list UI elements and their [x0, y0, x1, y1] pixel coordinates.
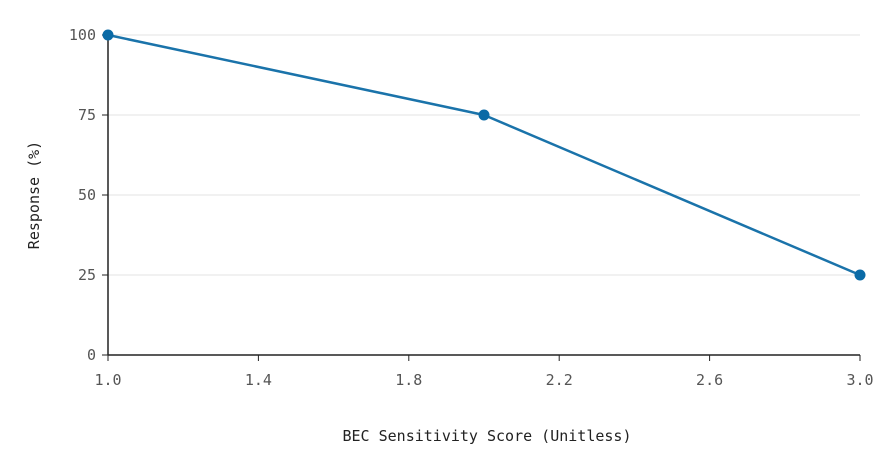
y-tick-label: 75: [78, 106, 96, 124]
x-tick-label: 1.0: [94, 371, 121, 389]
data-point[interactable]: [854, 269, 866, 281]
x-tick-label: 1.8: [395, 371, 422, 389]
x-tick-label: 1.4: [245, 371, 272, 389]
data-point[interactable]: [478, 109, 490, 121]
axes: [107, 30, 860, 356]
series-line: [107, 33, 861, 277]
y-tick-label: 25: [78, 266, 96, 284]
x-axis-title: BEC Sensitivity Score (Unitless): [343, 427, 632, 445]
y-tick-label: 0: [87, 346, 96, 364]
grid-lines: [108, 34, 860, 276]
data-series: [102, 29, 866, 281]
x-tick-label: 2.6: [696, 371, 723, 389]
x-axis-ticks: 1.0 1.4 1.8 2.2 2.6 3.0: [94, 355, 874, 389]
x-tick-label: 2.2: [546, 371, 573, 389]
x-tick-label: 3.0: [846, 371, 873, 389]
y-tick-label: 100: [69, 26, 96, 44]
data-point[interactable]: [102, 29, 114, 41]
y-tick-label: 50: [78, 186, 96, 204]
y-axis-ticks: 0 25 50 75 100: [69, 26, 108, 364]
y-axis-title: Response (%): [25, 141, 43, 249]
